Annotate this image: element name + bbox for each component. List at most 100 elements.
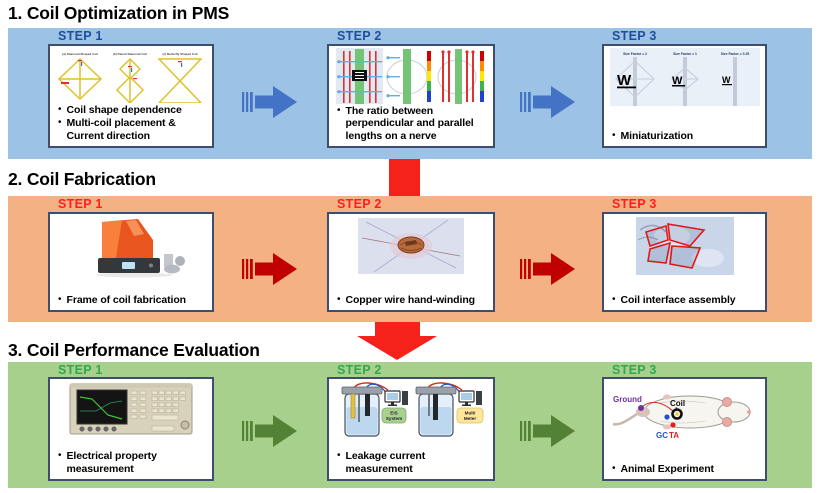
bullet-dot: •	[58, 293, 62, 305]
bullet-item: • Copper wire hand-winding	[337, 294, 489, 307]
leakage-test-svg: EIS System	[341, 382, 484, 437]
coil-caption: (a) Diamond Shaped Coil	[62, 52, 98, 56]
arrow-right-icon	[520, 415, 575, 447]
leakage-test-image: EIS System	[329, 379, 493, 439]
gc-label: GC	[656, 431, 668, 440]
coil-label: Coil	[670, 399, 685, 408]
multimeter-setup: Multi Meter	[415, 382, 484, 437]
step-label: STEP 2	[337, 363, 382, 377]
bullet-dot: •	[337, 104, 341, 116]
step-label: STEP 1	[58, 197, 103, 211]
step-card: • Coil interface assembly	[602, 212, 767, 312]
bullet-text: Miniaturization	[620, 129, 694, 142]
bullet-dot: •	[612, 129, 616, 141]
size-factor-label: Size Factor = 1	[673, 52, 697, 56]
bullet-dot: •	[612, 293, 616, 305]
coil-assembly-image	[604, 214, 765, 276]
bullet-item: • Miniaturization	[612, 130, 761, 143]
network-analyzer-svg	[69, 383, 193, 435]
ta-marker	[669, 422, 676, 428]
step-label: STEP 3	[612, 29, 657, 43]
band-coil-fabrication: STEP 1 STEP 2 STEP 3 • Fr	[8, 196, 812, 322]
rat-experiment-image: Ground Coil GC TA	[604, 379, 765, 441]
step-card: • Electrical property measurement	[48, 377, 214, 481]
bullet-item: • Coil interface assembly	[612, 294, 761, 307]
band-coil-performance: STEP 1 STEP 2 STEP 3	[8, 362, 812, 488]
bullet-item: • Multi-coil placement & Current directio…	[58, 117, 208, 142]
arrow-right-icon	[520, 253, 575, 285]
nerve-simulation-svg	[336, 48, 486, 104]
bullet-text: Animal Experiment	[620, 462, 715, 475]
multi-meter-badge	[456, 407, 484, 424]
ground-marker	[637, 405, 644, 411]
eis-system-label: EIS	[390, 411, 397, 416]
multi-meter-label: Multi	[465, 411, 476, 416]
bullet-text: Frame of coil fabrication	[66, 293, 187, 306]
3d-printer-svg	[96, 219, 185, 278]
arrow-right-icon	[520, 86, 575, 118]
network-analyzer-image	[50, 379, 212, 439]
step-label: STEP 3	[612, 363, 657, 377]
miniaturization-image: Size Factor = 2 Size Factor = 1 Size Fac…	[604, 46, 765, 106]
bullet-text: Leakage current measurement	[345, 450, 426, 475]
step-card: (a) Diamond Shaped Coil (b) Paired Diamo…	[48, 44, 214, 148]
bullet-dot: •	[58, 450, 62, 461]
bullet-item: • Leakage current measurement	[337, 450, 489, 475]
arrow-right-icon	[242, 415, 297, 447]
nerve-simulation-image	[329, 46, 493, 104]
bullet-dot: •	[337, 450, 341, 461]
step-card: Ground Coil GC TA • Animal Experiment	[602, 377, 767, 481]
bullet-item: • The ratio between perpendicular and par…	[337, 105, 489, 143]
coil-shapes-image: (a) Diamond Shaped Coil (b) Paired Diamo…	[50, 46, 212, 103]
arrow-down-icon	[357, 322, 437, 360]
gc-marker	[663, 414, 670, 420]
coil-caption: (b) Paired Diamond Coil	[113, 52, 147, 56]
computer-icon	[384, 390, 408, 406]
section-title-coil-performance: 3. Coil Performance Evaluation	[8, 340, 260, 360]
miniaturization-svg: Size Factor = 2 Size Factor = 1 Size Fac…	[609, 48, 760, 106]
bullet-text: The ratio between perpendicular and para…	[345, 104, 474, 142]
svg-text:W: W	[672, 75, 683, 87]
bullet-dot: •	[58, 117, 62, 128]
computer-icon	[458, 390, 482, 406]
eis-system-label: System	[386, 416, 402, 421]
bullet-text: Multi-coil placement & Current direction	[66, 117, 176, 142]
section-title-coil-fabrication: 2. Coil Fabrication	[8, 169, 156, 189]
step-card: Size Factor = 2 Size Factor = 1 Size Fac…	[602, 44, 767, 148]
multi-meter-label: Meter	[464, 416, 476, 421]
svg-text:W: W	[722, 75, 731, 85]
size-factor-label: Size Factor = 2	[623, 52, 647, 56]
bullet-dot: •	[612, 462, 616, 474]
bullet-item: • Electrical property measurement	[58, 450, 208, 475]
copper-winding-svg	[358, 218, 464, 274]
svg-text:W: W	[617, 72, 632, 89]
step-card: • Copper wire hand-winding	[327, 212, 495, 312]
bullet-text: Copper wire hand-winding	[345, 293, 476, 306]
colorbar	[427, 51, 431, 102]
coil-annotation-marks	[61, 60, 183, 84]
band-coil-optimization: STEP 1 STEP 2 STEP 3 (a) Diamond Shaped …	[8, 28, 812, 159]
colorbar	[480, 51, 484, 102]
arrow-right-icon	[242, 86, 297, 118]
step-label: STEP 1	[58, 29, 103, 43]
ground-label: Ground	[613, 395, 642, 404]
step-label: STEP 2	[337, 29, 382, 43]
coil-shapes-svg: (a) Diamond Shaped Coil (b) Paired Diamo…	[57, 52, 203, 103]
coil-caption: (c) Butterfly Shaped Coil	[162, 52, 197, 56]
step-label: STEP 2	[337, 197, 382, 211]
arrow-right-icon	[242, 253, 297, 285]
rat-experiment-svg: Ground Coil GC TA	[612, 394, 751, 440]
3d-printer-image	[50, 214, 212, 278]
bullet-item: • Animal Experiment	[612, 463, 761, 476]
step-label: STEP 1	[58, 363, 103, 377]
connector-down-bar	[389, 159, 420, 196]
bullet-text: Electrical property measurement	[66, 450, 157, 475]
bullet-text: Coil shape dependence	[66, 103, 182, 116]
size-factor-label: Size Factor = 0.25	[720, 52, 749, 56]
bullet-dot: •	[337, 293, 341, 305]
bullet-item: • Frame of coil fabrication	[58, 294, 208, 307]
step-card: • The ratio between perpendicular and par…	[327, 44, 495, 148]
step-label: STEP 3	[612, 197, 657, 211]
eis-system-badge	[381, 407, 407, 424]
